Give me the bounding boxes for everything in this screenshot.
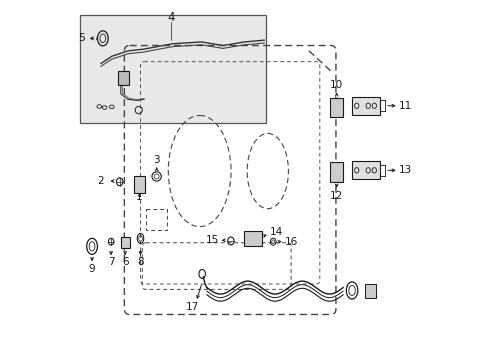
Text: 4: 4 <box>167 12 174 24</box>
Bar <box>351 161 379 179</box>
Text: 5: 5 <box>78 33 84 43</box>
Text: 8: 8 <box>137 257 143 267</box>
Bar <box>80 15 265 123</box>
Text: 10: 10 <box>329 80 343 90</box>
Bar <box>118 71 129 85</box>
Text: 12: 12 <box>329 191 343 201</box>
Bar <box>244 231 261 246</box>
Bar <box>145 209 167 230</box>
Text: 11: 11 <box>398 101 412 111</box>
Text: 9: 9 <box>89 264 95 274</box>
Text: 7: 7 <box>107 257 114 267</box>
Text: 13: 13 <box>398 165 412 175</box>
Text: 17: 17 <box>185 302 199 312</box>
Bar <box>121 237 129 248</box>
Text: 3: 3 <box>153 155 160 165</box>
Text: 14: 14 <box>269 227 283 237</box>
Bar <box>329 162 343 182</box>
Text: 6: 6 <box>122 257 128 267</box>
Text: 1: 1 <box>136 192 142 202</box>
Text: 16: 16 <box>285 237 298 247</box>
Bar <box>134 176 144 193</box>
Text: 2: 2 <box>98 176 104 186</box>
Bar <box>364 284 375 298</box>
Text: 15: 15 <box>205 235 219 245</box>
Bar <box>351 97 379 115</box>
Bar <box>329 98 343 117</box>
